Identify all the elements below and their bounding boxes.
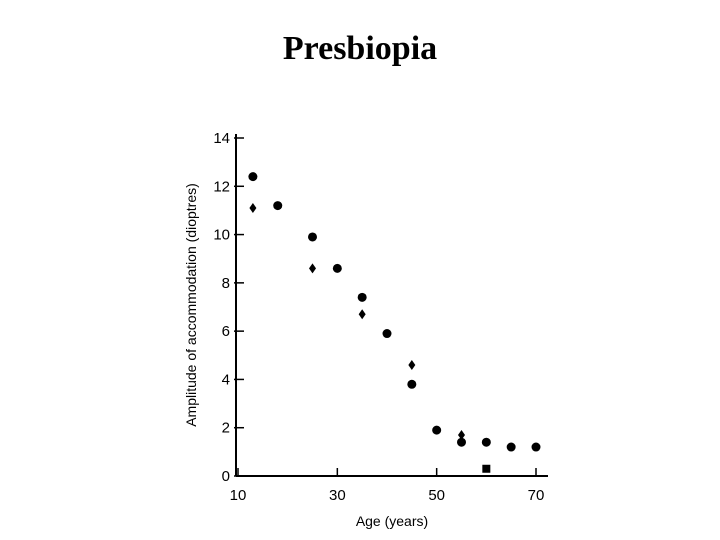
data-points <box>248 172 541 473</box>
circle-point <box>248 172 258 182</box>
x-tick-label: 70 <box>528 487 545 504</box>
circle-point <box>357 292 367 302</box>
x-axis-title: Age (years) <box>356 513 428 529</box>
y-tick-label: 4 <box>222 371 230 388</box>
y-tick-label: 8 <box>222 275 230 292</box>
circle-point <box>308 232 317 242</box>
circle-point <box>382 329 392 339</box>
x-tick-label: 30 <box>329 487 346 504</box>
circle-point <box>481 437 491 447</box>
diamond-point <box>358 309 366 320</box>
y-axis-title: Amplitude of accommodation (dioptres) <box>183 183 199 427</box>
diamond-point <box>458 429 465 440</box>
circle-point <box>457 437 466 447</box>
circle-point <box>506 442 516 452</box>
x-ticks: 10 30 50 70 <box>230 468 545 504</box>
square-point <box>482 464 491 473</box>
y-tick-label: 0 <box>222 468 230 485</box>
circle-point <box>332 263 342 273</box>
circle-point <box>531 442 541 452</box>
diamond-point <box>309 263 316 274</box>
y-tick-label: 2 <box>222 420 230 437</box>
circle-point <box>432 425 442 435</box>
circle-point <box>407 379 417 389</box>
y-ticks: 0 2 4 6 8 10 12 14 <box>213 130 244 485</box>
x-tick-label: 10 <box>230 487 247 504</box>
y-tick-label: 12 <box>213 178 230 195</box>
x-tick-label: 50 <box>428 487 445 504</box>
y-tick-label: 6 <box>222 323 230 340</box>
diamond-point <box>249 203 257 214</box>
y-tick-label: 14 <box>213 130 230 147</box>
y-tick-label: 10 <box>213 227 230 244</box>
circle-point <box>273 201 283 211</box>
slide-title: Presbiopia <box>282 30 438 67</box>
diamond-point <box>408 359 416 370</box>
